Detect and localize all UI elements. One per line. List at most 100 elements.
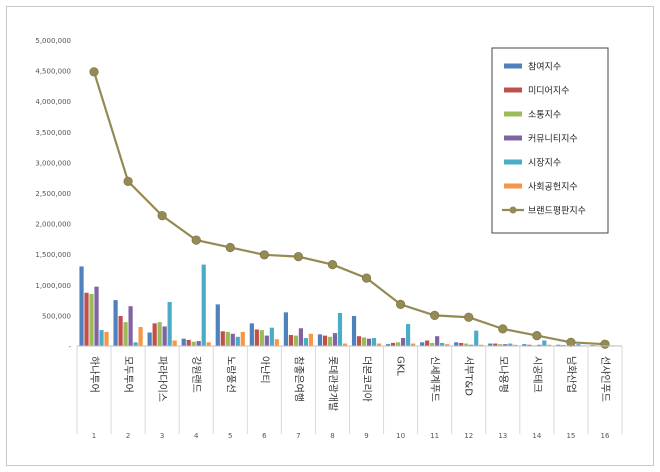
bar bbox=[162, 326, 167, 346]
y-tick-label: 4,500,000 bbox=[35, 68, 71, 76]
rank-label: 5 bbox=[228, 432, 232, 440]
bar bbox=[99, 330, 104, 346]
bar bbox=[503, 344, 508, 346]
legend-label: 시장지수 bbox=[528, 158, 561, 169]
bar bbox=[488, 343, 493, 346]
bar bbox=[385, 344, 391, 346]
bar bbox=[259, 330, 264, 346]
y-tick-label: 3,000,000 bbox=[35, 159, 71, 167]
bar bbox=[435, 336, 440, 346]
bar bbox=[283, 312, 289, 346]
bar bbox=[128, 306, 133, 346]
bar bbox=[498, 344, 503, 346]
bar bbox=[152, 323, 157, 346]
bar bbox=[303, 338, 309, 346]
bar bbox=[84, 292, 89, 346]
category-label: 시공테크 bbox=[531, 356, 543, 393]
rank-label: 6 bbox=[262, 432, 267, 440]
rank-label: 13 bbox=[498, 432, 507, 440]
legend-swatch bbox=[504, 111, 522, 117]
bar bbox=[240, 331, 245, 346]
y-tick-label: 1,500,000 bbox=[35, 251, 71, 259]
rank-label: 7 bbox=[296, 432, 300, 440]
bar bbox=[186, 339, 191, 346]
bar bbox=[308, 333, 314, 346]
y-axis: 5,000,000 4,500,000 4,000,000 3,500,000 3,00… bbox=[35, 37, 71, 351]
bar bbox=[508, 343, 513, 346]
bar bbox=[527, 344, 532, 346]
bar bbox=[395, 342, 401, 346]
bar bbox=[469, 344, 474, 346]
rank-label: 9 bbox=[364, 432, 368, 440]
bar-series bbox=[79, 264, 620, 347]
bar bbox=[351, 316, 357, 346]
y-tick-label: 3,500,000 bbox=[35, 129, 71, 137]
bar bbox=[390, 342, 396, 346]
bar bbox=[474, 330, 479, 346]
y-tick-label: - bbox=[68, 343, 71, 351]
bar bbox=[206, 342, 211, 346]
bar bbox=[225, 331, 230, 346]
bar bbox=[191, 341, 196, 346]
bar bbox=[464, 343, 469, 346]
bar bbox=[400, 338, 406, 346]
bar bbox=[123, 322, 128, 346]
rank-label: 11 bbox=[430, 432, 439, 440]
bar bbox=[274, 339, 279, 346]
line-point bbox=[498, 324, 508, 334]
line-point bbox=[157, 211, 167, 221]
bar bbox=[79, 266, 84, 346]
line-point bbox=[395, 299, 406, 309]
bar bbox=[230, 333, 235, 346]
rank-label: 1 bbox=[92, 432, 96, 440]
bar bbox=[196, 341, 201, 346]
y-tick-label: 2,000,000 bbox=[35, 221, 71, 229]
bar bbox=[410, 343, 416, 346]
bar bbox=[172, 340, 177, 346]
bar bbox=[138, 327, 143, 346]
bar bbox=[167, 301, 172, 346]
chart-frame: 5,000,000 4,500,000 4,000,000 3,500,000 3,00… bbox=[6, 6, 654, 466]
line-point bbox=[361, 273, 372, 283]
bar bbox=[298, 328, 304, 346]
bar bbox=[89, 293, 94, 346]
bar bbox=[133, 342, 138, 346]
line-point bbox=[259, 250, 269, 260]
category-label: 신세계푸드 bbox=[429, 356, 441, 402]
bar bbox=[420, 342, 425, 346]
line-point bbox=[225, 242, 235, 253]
bar bbox=[425, 340, 430, 346]
rank-label: 3 bbox=[160, 432, 164, 440]
line-point bbox=[89, 67, 99, 77]
category-label: 남화산업 bbox=[565, 356, 578, 393]
bar bbox=[249, 323, 254, 346]
bar bbox=[366, 338, 372, 346]
bar bbox=[361, 337, 367, 346]
bar bbox=[201, 264, 206, 346]
rank-label: 4 bbox=[194, 432, 199, 440]
line-point bbox=[293, 252, 304, 262]
y-tick-label: 4,000,000 bbox=[35, 98, 71, 106]
rank-label: 16 bbox=[601, 432, 610, 440]
bar bbox=[356, 336, 362, 346]
line-point bbox=[327, 260, 338, 270]
x-axis: 하나투어 1 모두투어 2 파라다이스 3 강원랜드 4 노랑풍선 5 아난티 6 참좋은여행 7 롯데관광… bbox=[76, 345, 623, 440]
bar bbox=[493, 343, 498, 346]
bar bbox=[235, 336, 240, 346]
y-tick-label: 1,000,000 bbox=[35, 282, 71, 290]
bar bbox=[327, 336, 333, 346]
bar bbox=[556, 344, 561, 346]
bar bbox=[337, 312, 343, 346]
bar bbox=[104, 331, 109, 346]
y-tick-label: 5,000,000 bbox=[35, 37, 71, 45]
bar bbox=[332, 333, 338, 346]
bar bbox=[269, 327, 274, 346]
legend-swatch bbox=[504, 87, 522, 93]
category-label: 모나용평 bbox=[497, 356, 509, 393]
bar bbox=[293, 335, 299, 346]
legend-swatch bbox=[504, 159, 522, 165]
bar bbox=[264, 335, 269, 346]
category-label: 롯데관광개발 bbox=[326, 356, 338, 411]
bar bbox=[288, 334, 294, 346]
category-label: 파라다이스 bbox=[156, 356, 168, 402]
